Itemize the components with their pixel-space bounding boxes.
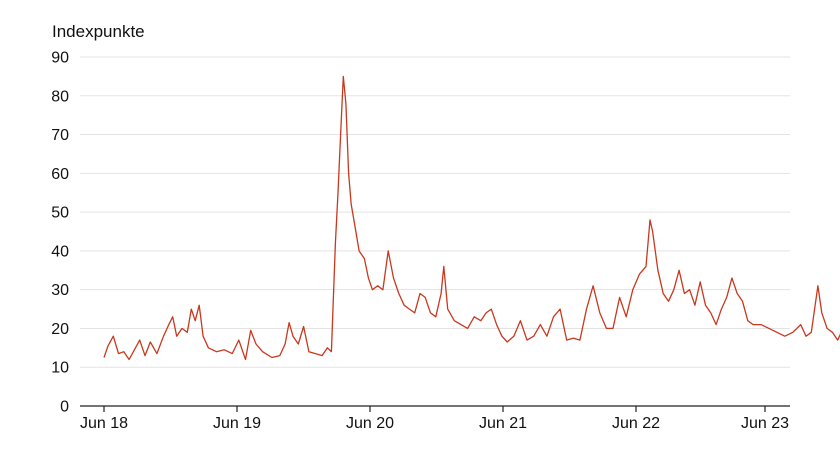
x-tick-label: Jun 22	[612, 415, 660, 432]
y-tick-label: 40	[51, 243, 69, 260]
y-axis-unit-label: Indexpunkte	[52, 22, 145, 41]
gridlines	[80, 56, 790, 407]
x-axis-ticks: Jun 18 Jun 19 Jun 20 Jun 21 Jun 22 Jun 23	[80, 406, 789, 432]
y-tick-label: 30	[51, 282, 69, 299]
y-tick-label: 10	[51, 360, 69, 377]
y-tick-label: 90	[51, 50, 69, 67]
y-tick-label: 80	[51, 88, 69, 105]
y-axis-ticks: 0 10 20 30 40 50 60 70 80 90	[51, 50, 69, 416]
x-tick-label: Jun 21	[479, 415, 527, 432]
y-tick-label: 0	[60, 399, 69, 416]
y-tick-label: 20	[51, 321, 69, 338]
y-tick-label: 50	[51, 205, 69, 222]
x-tick-label: Jun 20	[346, 415, 394, 432]
x-tick-label: Jun 18	[80, 415, 128, 432]
x-tick-label: Jun 19	[213, 415, 261, 432]
x-tick-label: Jun 23	[741, 415, 789, 432]
series-line	[103, 75, 840, 361]
series-layer	[103, 75, 840, 361]
y-tick-label: 60	[51, 166, 69, 183]
y-tick-label: 70	[51, 127, 69, 144]
